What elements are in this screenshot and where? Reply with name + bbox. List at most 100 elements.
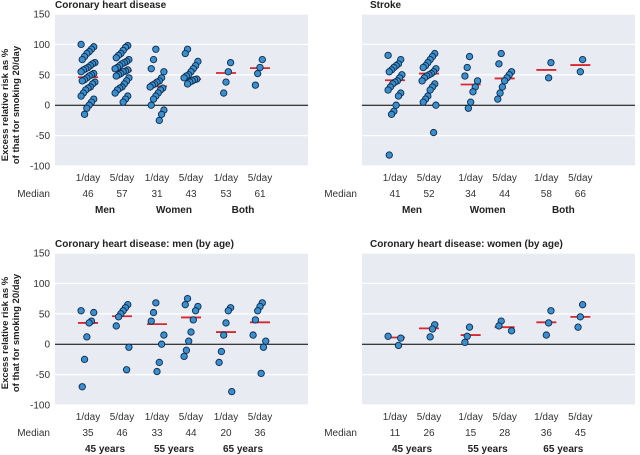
median-value-label: 36	[254, 428, 266, 439]
y-tick-label: -50	[36, 370, 51, 381]
data-point	[78, 308, 84, 314]
data-point	[386, 152, 392, 158]
data-point	[113, 323, 119, 329]
data-point	[543, 332, 549, 338]
median-value-label: 45	[575, 428, 587, 439]
data-point	[225, 308, 231, 314]
data-point	[496, 323, 502, 329]
data-point	[470, 89, 476, 95]
data-point	[462, 339, 468, 345]
median-value-label: 31	[151, 189, 163, 200]
data-point	[229, 388, 235, 394]
median-value-label: 44	[499, 189, 511, 200]
data-point	[79, 78, 85, 84]
x-tick-label: 1/day	[145, 173, 169, 184]
data-point	[150, 96, 156, 102]
data-point	[462, 73, 468, 79]
data-point	[182, 50, 188, 56]
panel-title: Coronary heart disease	[55, 0, 167, 11]
plot-area	[55, 253, 308, 405]
data-point	[258, 370, 264, 376]
data-point	[252, 82, 258, 88]
data-point	[395, 342, 401, 348]
data-point	[150, 56, 156, 62]
y-tick-label: 50	[39, 309, 51, 320]
median-row-label: Median	[324, 428, 357, 439]
data-point	[223, 320, 229, 326]
x-tick-label: 1/day	[458, 173, 482, 184]
median-value-label: 44	[185, 428, 197, 439]
data-point	[148, 318, 154, 324]
x-tick-label: 1/day	[383, 173, 407, 184]
data-point	[497, 90, 503, 96]
panel-title: Coronary heart disease: men (by age)	[55, 239, 234, 250]
data-point	[183, 347, 189, 353]
data-point	[427, 87, 433, 93]
data-point	[84, 105, 90, 111]
y-tick-label: -100	[30, 401, 50, 412]
data-point	[250, 332, 256, 338]
data-point	[86, 320, 92, 326]
y-tick-label: 50	[39, 70, 51, 81]
x-tick-label: 5/day	[110, 412, 134, 423]
median-value-label: 34	[465, 189, 477, 200]
x-tick-label: 1/day	[214, 173, 238, 184]
y-tick-label: 100	[33, 279, 50, 290]
data-point	[548, 59, 554, 65]
panel-title: Coronary heart disease: women (by age)	[370, 239, 563, 250]
x-tick-label: 5/day	[417, 173, 441, 184]
data-point	[579, 56, 585, 62]
x-tick-label: 5/day	[568, 173, 592, 184]
data-point	[467, 99, 473, 105]
data-point	[113, 55, 119, 61]
x-tick-label: 5/day	[179, 173, 203, 184]
median-value-label: 46	[116, 428, 128, 439]
group-label: 45 years	[392, 444, 432, 455]
median-value-label: 33	[151, 428, 163, 439]
x-tick-label: 1/day	[76, 412, 100, 423]
data-point	[120, 99, 126, 105]
y-tick-label: 150	[33, 10, 50, 21]
y-tick-label: -50	[36, 131, 51, 142]
data-point	[398, 335, 404, 341]
data-point	[464, 64, 470, 70]
data-point	[161, 69, 167, 75]
data-point	[257, 64, 263, 70]
data-point	[577, 314, 583, 320]
x-tick-label: 1/day	[458, 412, 482, 423]
data-point	[498, 50, 504, 56]
data-point	[221, 332, 227, 338]
data-point	[420, 64, 426, 70]
data-point	[78, 41, 84, 47]
data-point	[419, 78, 425, 84]
x-tick-label: 5/day	[179, 412, 203, 423]
data-point	[192, 308, 198, 314]
data-point	[216, 359, 222, 365]
data-point	[466, 324, 472, 330]
y-tick-label: 0	[44, 101, 50, 112]
data-point	[430, 129, 436, 135]
data-point	[260, 344, 266, 350]
x-tick-label: 5/day	[248, 412, 272, 423]
median-value-label: 36	[541, 428, 553, 439]
data-point	[420, 99, 426, 105]
data-point	[429, 326, 435, 332]
median-value-label: 46	[82, 189, 94, 200]
median-row-label: Median	[17, 428, 50, 439]
median-value-label: 52	[423, 189, 435, 200]
data-point	[184, 81, 190, 87]
data-point	[156, 359, 162, 365]
group-label: Both	[552, 205, 575, 216]
group-label: 45 years	[85, 444, 125, 455]
plot-area	[55, 14, 308, 166]
data-point	[433, 102, 439, 108]
x-tick-label: 1/day	[534, 173, 558, 184]
panel-title: Stroke	[370, 0, 402, 11]
x-tick-label: 5/day	[492, 412, 516, 423]
group-label: Men	[95, 205, 115, 216]
data-point	[218, 348, 224, 354]
y-tick-label: 150	[33, 249, 50, 260]
data-point	[227, 59, 233, 65]
y-tick-label: 100	[33, 40, 50, 51]
data-point	[575, 324, 581, 330]
